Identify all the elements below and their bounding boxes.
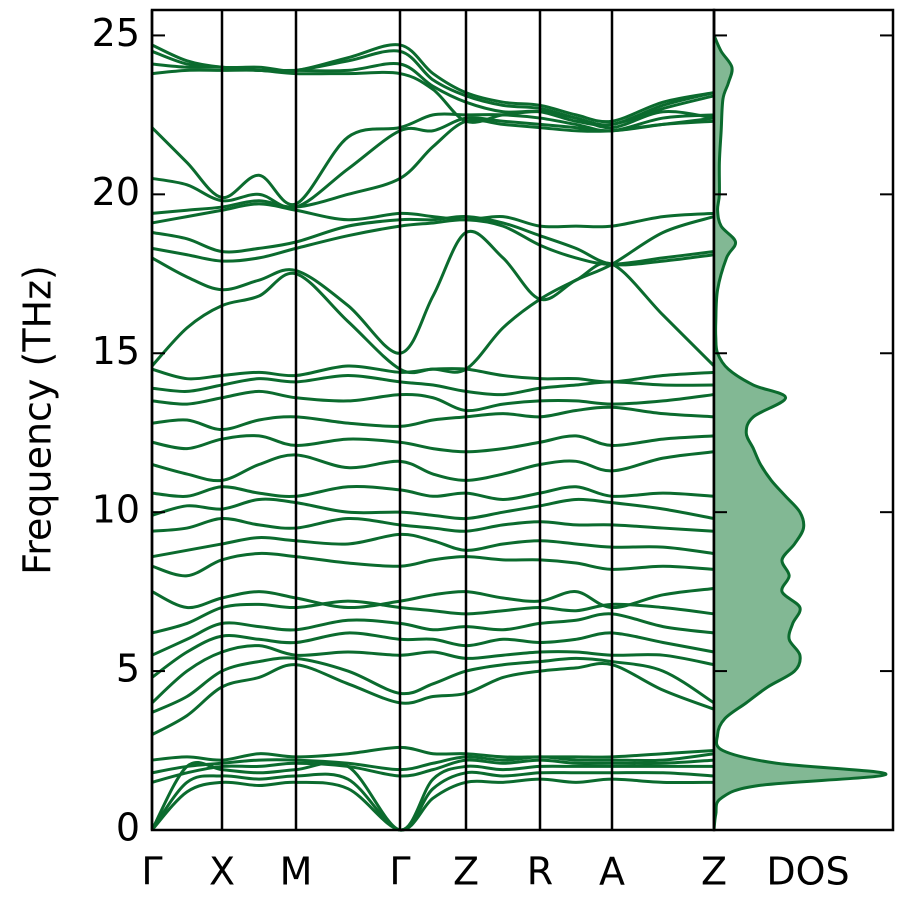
band (151, 68, 715, 130)
x-tick-label: Γ (389, 850, 410, 894)
x-tick-label: R (527, 850, 553, 894)
dos-line (712, 34, 888, 831)
y-tick-label: 15 (92, 329, 140, 373)
band (151, 215, 715, 355)
x-tick-label: Γ (141, 850, 162, 894)
band (151, 43, 715, 124)
band (151, 656, 715, 714)
x-tick-label: Z (701, 850, 727, 894)
x-tick-label: A (599, 850, 625, 894)
dos-frame (712, 8, 895, 832)
band (151, 485, 715, 501)
band (151, 389, 715, 413)
band (150, 261, 716, 375)
y-tick-label: 25 (92, 11, 140, 55)
band (151, 532, 715, 559)
band (151, 752, 715, 775)
y-tick-label: 10 (92, 488, 140, 532)
band (151, 202, 715, 229)
band (151, 450, 715, 483)
band (151, 218, 715, 266)
y-tick-label: 0 (116, 806, 140, 850)
band (151, 586, 715, 610)
band (151, 612, 715, 657)
band (151, 745, 715, 762)
y-axis-label: Frequency (THz) (16, 265, 60, 575)
band (150, 644, 715, 704)
y-tick-label: 5 (116, 647, 140, 691)
dos-area (714, 35, 886, 831)
band (151, 517, 715, 533)
band (151, 497, 715, 521)
y-tick-label: 20 (92, 170, 140, 214)
x-tick-label: M (280, 850, 313, 894)
band (150, 777, 715, 832)
band (151, 631, 715, 679)
band (151, 662, 715, 736)
band (150, 770, 715, 832)
band (151, 551, 715, 578)
band (151, 758, 715, 784)
band (151, 116, 715, 210)
band (151, 599, 715, 635)
band (150, 761, 714, 832)
x-tick-label: X (209, 850, 235, 894)
band (151, 405, 715, 432)
band (150, 112, 715, 207)
dos-label: DOS (766, 850, 849, 894)
band (151, 215, 715, 267)
band (151, 434, 715, 454)
x-tick-label: Z (453, 850, 479, 894)
band (151, 374, 715, 397)
